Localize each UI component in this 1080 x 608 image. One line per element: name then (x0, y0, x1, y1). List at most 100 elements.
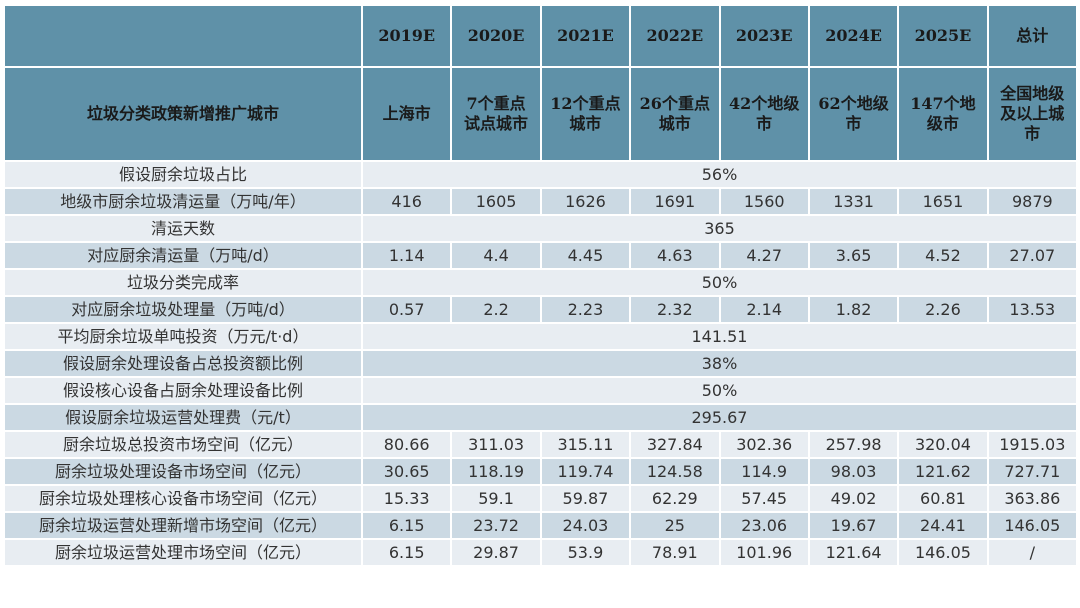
value-cell: 1.82 (807, 295, 900, 324)
value-cell: 118.19 (450, 457, 542, 486)
value-cell: 315.11 (539, 430, 632, 459)
value-cell: 2.2 (450, 295, 542, 324)
table-row: 厨余垃圾总投资市场空间（亿元） 80.66 311.03 315.11 327.84 30… (3, 430, 1079, 459)
value-cell: 59.1 (450, 484, 542, 513)
year-header: 2020E (450, 4, 542, 68)
value-cell: 19.67 (807, 511, 900, 540)
value-cell: 6.15 (360, 538, 453, 567)
city-header: 62个地级市 (807, 66, 900, 162)
row-label: 平均厨余垃圾单吨投资（万元/t·d） (3, 322, 363, 351)
value-cell: 146.05 (986, 511, 1079, 540)
city-header: 全国地级及以上城市 (986, 66, 1079, 162)
value-cell: 62.29 (629, 484, 721, 513)
value-cell: 4.52 (897, 241, 989, 270)
value-cell: 24.03 (539, 511, 632, 540)
value-cell: 2.14 (718, 295, 810, 324)
value-cell: 727.71 (986, 457, 1079, 486)
table-row: 厨余垃圾运营处理新增市场空间（亿元） 6.15 23.72 24.03 25 23.06 1… (3, 511, 1079, 540)
row-label: 地级市厨余垃圾清运量（万吨/年） (3, 187, 363, 216)
city-header: 上海市 (360, 66, 453, 162)
year-header-row: 2019E 2020E 2021E 2022E 2023E 2024E 2025E 总计 (3, 4, 1079, 68)
table-row: 地级市厨余垃圾清运量（万吨/年） 416 1605 1626 1691 1560 1331 1… (3, 187, 1079, 216)
table-row: 对应厨余清运量（万吨/d） 1.14 4.4 4.45 4.63 4.27 3.65 4.52… (3, 241, 1079, 270)
row-label: 厨余垃圾运营处理市场空间（亿元） (3, 538, 363, 567)
city-header: 147个地级市 (897, 66, 989, 162)
value-cell: 3.65 (807, 241, 900, 270)
city-header: 12个重点城市 (539, 66, 632, 162)
row-label: 假设厨余垃圾运营处理费（元/t） (3, 403, 363, 432)
year-header: 2023E (718, 4, 810, 68)
city-header: 7个重点试点城市 (450, 66, 542, 162)
value-cell: 119.74 (539, 457, 632, 486)
value-cell: 363.86 (986, 484, 1079, 513)
value-cell: 101.96 (718, 538, 810, 567)
value-cell: 30.65 (360, 457, 453, 486)
value-cell: 2.23 (539, 295, 632, 324)
value-cell: 23.06 (718, 511, 810, 540)
value-cell: 60.81 (897, 484, 989, 513)
value-cell: 98.03 (807, 457, 900, 486)
table-row: 对应厨余垃圾处理量（万吨/d） 0.57 2.2 2.23 2.32 2.14 1.82 2.… (3, 295, 1079, 324)
value-cell: 24.41 (897, 511, 989, 540)
value-cell: 146.05 (897, 538, 989, 567)
row-label: 假设核心设备占厨余处理设备比例 (3, 376, 363, 405)
value-cell: 49.02 (807, 484, 900, 513)
merged-value: 365 (361, 214, 1078, 243)
value-cell: 59.87 (539, 484, 632, 513)
value-cell: 13.53 (986, 295, 1079, 324)
value-cell: 4.27 (718, 241, 810, 270)
value-cell: 1.14 (360, 241, 453, 270)
value-cell: 257.98 (807, 430, 900, 459)
row-label: 厨余垃圾运营处理新增市场空间（亿元） (3, 511, 363, 540)
value-cell: 4.4 (450, 241, 542, 270)
value-cell: 2.26 (897, 295, 989, 324)
merged-value: 56% (361, 160, 1078, 189)
year-header: 2019E (360, 4, 453, 68)
row-label: 对应厨余垃圾处理量（万吨/d） (3, 295, 363, 324)
merged-value: 295.67 (361, 403, 1078, 432)
value-cell: 302.36 (718, 430, 810, 459)
header-corner-cell (3, 4, 363, 68)
merged-value: 50% (361, 376, 1078, 405)
value-cell: 25 (629, 511, 721, 540)
row-label: 对应厨余清运量（万吨/d） (3, 241, 363, 270)
value-cell: 1331 (807, 187, 900, 216)
value-cell: 29.87 (450, 538, 542, 567)
row-label: 假设厨余处理设备占总投资额比例 (3, 349, 363, 378)
value-cell: / (986, 538, 1079, 567)
value-cell: 53.9 (539, 538, 632, 567)
value-cell: 1605 (450, 187, 542, 216)
value-cell: 320.04 (897, 430, 989, 459)
value-cell: 114.9 (718, 457, 810, 486)
year-header: 2025E (897, 4, 989, 68)
table-row: 假设厨余垃圾占比 56% (3, 160, 1078, 189)
value-cell: 15.33 (360, 484, 453, 513)
row-label: 厨余垃圾总投资市场空间（亿元） (3, 430, 363, 459)
value-cell: 80.66 (360, 430, 453, 459)
value-cell: 327.84 (629, 430, 721, 459)
city-row-label: 垃圾分类政策新增推广城市 (3, 66, 363, 162)
value-cell: 1915.03 (986, 430, 1079, 459)
city-header-row: 垃圾分类政策新增推广城市 上海市 7个重点试点城市 12个重点城市 26个重点城市 42个… (3, 66, 1079, 162)
merged-value: 50% (361, 268, 1078, 297)
table-row: 假设核心设备占厨余处理设备比例 50% (3, 376, 1078, 405)
table-row: 清运天数 365 (3, 214, 1078, 243)
value-cell: 4.45 (539, 241, 632, 270)
value-cell: 27.07 (986, 241, 1079, 270)
table-row: 假设厨余处理设备占总投资额比例 38% (3, 349, 1078, 378)
value-cell: 78.91 (629, 538, 721, 567)
value-cell: 124.58 (629, 457, 721, 486)
city-header: 26个重点城市 (629, 66, 721, 162)
year-header: 2024E (807, 4, 900, 68)
value-cell: 1626 (539, 187, 632, 216)
table-row: 垃圾分类完成率 50% (3, 268, 1078, 297)
value-cell: 2.32 (629, 295, 721, 324)
value-cell: 121.64 (807, 538, 900, 567)
row-label: 假设厨余垃圾占比 (3, 160, 363, 189)
year-header: 2021E (539, 4, 632, 68)
row-label: 清运天数 (3, 214, 363, 243)
value-cell: 0.57 (360, 295, 453, 324)
value-cell: 1691 (629, 187, 721, 216)
table-row: 假设厨余垃圾运营处理费（元/t） 295.67 (3, 403, 1078, 432)
value-cell: 6.15 (360, 511, 453, 540)
